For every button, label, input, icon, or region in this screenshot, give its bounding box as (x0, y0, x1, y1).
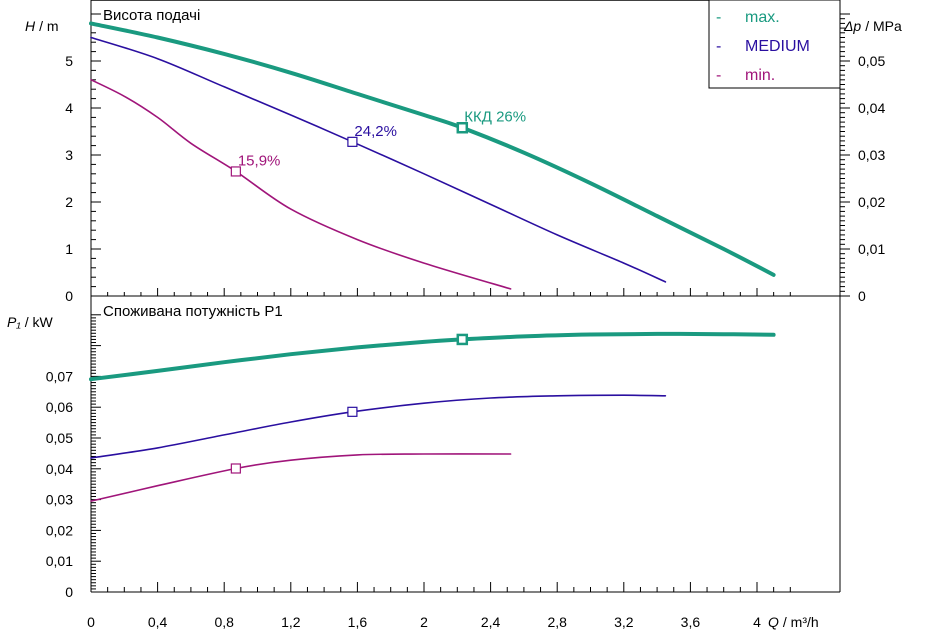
flow-axis-label: Q / m³/h (768, 614, 819, 630)
plot-frames (90, 0, 841, 593)
flow-axis-unit: / m³/h (783, 614, 819, 630)
dp-axis-unit: / MPa (865, 18, 902, 34)
y2-tick-label: 0,04 (858, 100, 885, 116)
head-panel-title: Висота подачі (103, 7, 200, 24)
series-markers (230, 121, 469, 474)
dp-axis-var: Δp (843, 18, 861, 34)
head-operating-point (347, 136, 358, 147)
legend-label: min. (745, 67, 775, 84)
legend-item-medium: - MEDIUM (716, 38, 810, 55)
power-axis-var: P₁ (7, 314, 21, 330)
x-tick-label: 3,2 (614, 614, 634, 630)
head-operating-point (456, 121, 469, 134)
x-tick-label: 4 (753, 614, 761, 630)
power-operating-point (456, 333, 469, 346)
y2-tick-label: 0,01 (858, 241, 885, 257)
head-series-line (90, 79, 512, 290)
head-axis-var: H (25, 18, 36, 34)
x-tick-label: 0,4 (148, 614, 168, 630)
head-series-line (89, 21, 776, 277)
y-tick-label-power: 0,06 (46, 399, 73, 415)
y-tick-label-power: 0 (65, 584, 73, 600)
power-series-line (90, 394, 667, 459)
efficiency-label: 24,2% (354, 123, 397, 140)
legend-label: max. (745, 9, 780, 26)
power-operating-point (347, 406, 358, 417)
legend-marker: - (716, 67, 721, 84)
x-tick-label: 2,4 (481, 614, 501, 630)
flow-axis-var: Q (768, 614, 779, 630)
y-tick-label-power: 0,02 (46, 522, 73, 538)
power-panel-title: Споживана потужність P1 (103, 303, 283, 320)
y-tick-label-head: 3 (65, 147, 73, 163)
legend-marker: - (716, 9, 721, 26)
y2-tick-label: 0,02 (858, 194, 885, 210)
series-lines (89, 21, 776, 502)
efficiency-labels: ККД 26% 24,2% 15,9% (238, 109, 526, 170)
y-tick-label-power: 0,04 (46, 461, 73, 477)
legend-item-min: - min. (716, 67, 775, 84)
head-operating-point (230, 166, 241, 177)
x-tick-label: 2 (420, 614, 428, 630)
legend-item-max: - max. (716, 9, 780, 26)
power-operating-point (230, 463, 241, 474)
y-tick-label-power: 0,05 (46, 430, 73, 446)
y2-tick-label: 0,03 (858, 147, 885, 163)
dp-axis-label: Δp / MPa (843, 18, 902, 34)
x-tick-label: 0 (87, 614, 95, 630)
x-tick-label: 2,8 (547, 614, 567, 630)
y-tick-label-head: 0 (65, 288, 73, 304)
tick-labels: 0 0,4 0,8 1,2 1,6 2 2,4 2,8 3,2 3,6 4 0 1 2 3 4 5 0 0,01 0,… (46, 53, 886, 630)
y-tick-label-power: 0,03 (46, 492, 73, 508)
efficiency-label: 15,9% (238, 152, 281, 169)
x-tick-label: 1,2 (281, 614, 301, 630)
x-tick-label: 3,6 (681, 614, 701, 630)
x-tick-label: 1,6 (348, 614, 368, 630)
y-tick-label-head: 5 (65, 53, 73, 69)
x-tick-label: 0,8 (214, 614, 234, 630)
power-series-line (89, 331, 776, 382)
y-tick-label-power: 0,07 (46, 368, 73, 384)
y-tick-label-power: 0,01 (46, 553, 73, 569)
power-series-line (90, 453, 512, 502)
head-series-line (90, 36, 667, 283)
efficiency-label: ККД 26% (464, 109, 526, 126)
y-tick-label-head: 2 (65, 194, 73, 210)
legend: - max. - MEDIUM - min. (708, 0, 841, 89)
y-tick-label-head: 1 (65, 241, 73, 257)
y-tick-label-head: 4 (65, 100, 73, 116)
y2-tick-label: 0,05 (858, 53, 885, 69)
y2-tick-label: 0 (858, 288, 866, 304)
legend-marker: - (716, 38, 721, 55)
head-axis-label: H / m (25, 18, 59, 34)
power-axis-unit: / kW (25, 314, 54, 330)
power-axis-label: P₁ / kW (7, 314, 54, 330)
legend-label: MEDIUM (745, 38, 810, 55)
legend-box (708, 0, 841, 89)
head-axis-unit: / m (39, 18, 58, 34)
